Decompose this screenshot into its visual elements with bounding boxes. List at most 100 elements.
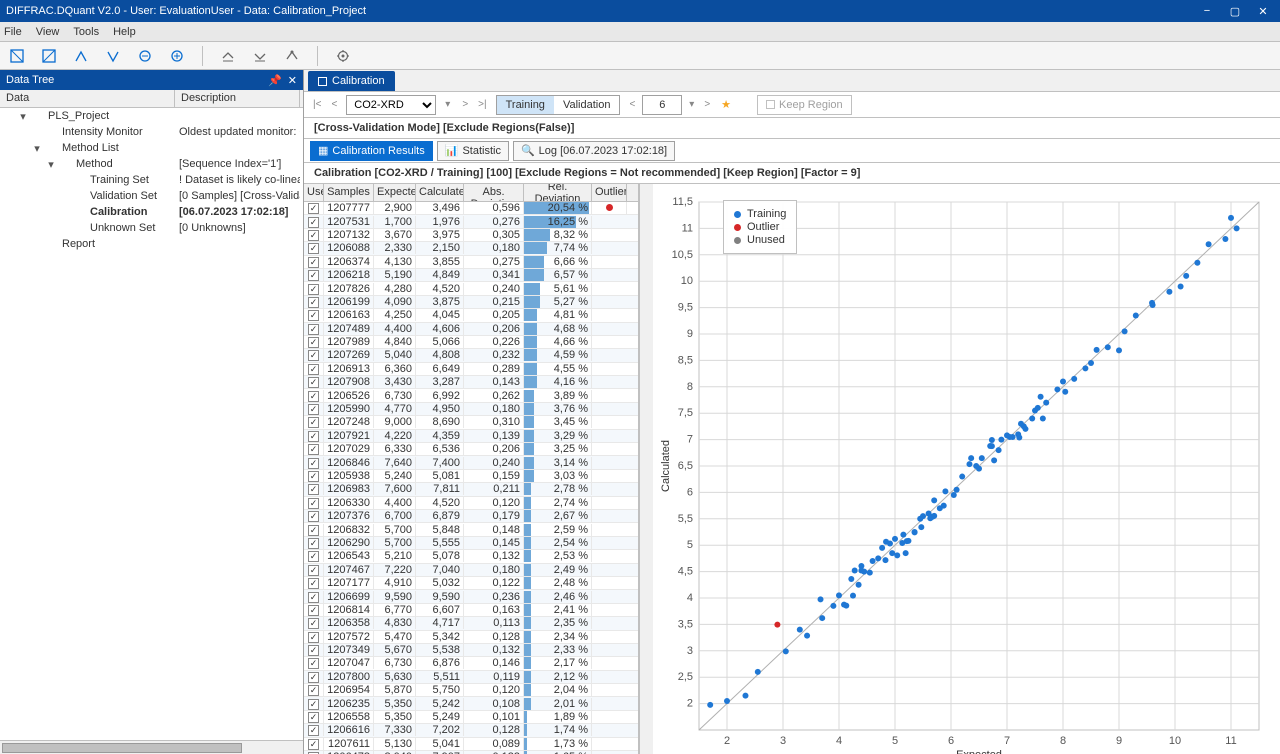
table-row[interactable]: ✓12061634,2504,0450,2054,81 % bbox=[304, 309, 638, 322]
subtab-statistic[interactable]: 📊 Statistic bbox=[437, 141, 509, 161]
menu-tools[interactable]: Tools bbox=[73, 26, 99, 38]
tree-row[interactable]: Training Set! Dataset is likely co-linea… bbox=[0, 172, 303, 188]
tree-row[interactable]: Unknown Set[0 Unknowns] bbox=[0, 220, 303, 236]
tree-row[interactable]: Intensity MonitorOldest updated monitor:… bbox=[0, 124, 303, 140]
factor-value[interactable]: 6 bbox=[642, 95, 682, 115]
svg-text:11: 11 bbox=[682, 222, 693, 234]
nav-first[interactable]: |< bbox=[310, 99, 324, 110]
table-row[interactable]: ✓12074894,4004,6060,2064,68 % bbox=[304, 323, 638, 336]
nav-prev[interactable]: < bbox=[328, 99, 340, 110]
tool-icon-1[interactable] bbox=[6, 45, 28, 67]
tool-icon-8[interactable] bbox=[249, 45, 271, 67]
table-row[interactable]: ✓12069837,6007,8110,2112,78 % bbox=[304, 483, 638, 496]
tab-calibration[interactable]: Calibration bbox=[308, 71, 395, 91]
tree-row[interactable]: ▾Method[Sequence Index='1'] bbox=[0, 156, 303, 172]
table-row[interactable]: ✓12062185,1904,8490,3416,57 % bbox=[304, 269, 638, 282]
hscrollbar[interactable] bbox=[0, 740, 303, 754]
table-row[interactable]: ✓12065585,3505,2490,1011,89 % bbox=[304, 711, 638, 724]
table-vscrollbar[interactable] bbox=[639, 184, 653, 754]
table-row[interactable]: ✓12072695,0404,8080,2324,59 % bbox=[304, 349, 638, 362]
table-row[interactable]: ✓12073766,7006,8790,1792,67 % bbox=[304, 510, 638, 523]
svg-text:8,5: 8,5 bbox=[678, 354, 693, 366]
table-row[interactable]: ✓12070476,7306,8760,1462,17 % bbox=[304, 657, 638, 670]
close-button[interactable]: ✕ bbox=[1250, 2, 1276, 20]
subtab-results[interactable]: ▦ Calibration Results bbox=[310, 141, 433, 161]
seg-validation[interactable]: Validation bbox=[554, 96, 620, 114]
table-row[interactable]: ✓12069136,3606,6490,2894,55 % bbox=[304, 363, 638, 376]
menu-help[interactable]: Help bbox=[113, 26, 136, 38]
tool-icon-3[interactable] bbox=[70, 45, 92, 67]
table-row[interactable]: ✓12076115,1305,0410,0891,73 % bbox=[304, 738, 638, 751]
settings-icon[interactable] bbox=[332, 45, 354, 67]
table-row[interactable]: ✓12075725,4705,3420,1282,34 % bbox=[304, 631, 638, 644]
table-row[interactable]: ✓12079214,2204,3590,1393,29 % bbox=[304, 430, 638, 443]
table-row[interactable]: ✓12059904,7704,9500,1803,76 % bbox=[304, 403, 638, 416]
tool-icon-2[interactable] bbox=[38, 45, 60, 67]
table-row[interactable]: ✓12075311,7001,9760,27616,25 % bbox=[304, 215, 638, 228]
svg-text:4,5: 4,5 bbox=[678, 566, 693, 578]
factor-dropdown[interactable]: ▾ bbox=[686, 99, 697, 110]
table-row[interactable]: ✓12068146,7706,6070,1632,41 % bbox=[304, 604, 638, 617]
compound-select[interactable]: CO2-XRD bbox=[346, 95, 436, 115]
favorite-icon[interactable]: ★ bbox=[719, 98, 733, 111]
tree-row[interactable]: ▾PLS_Project bbox=[0, 108, 303, 124]
tree-row[interactable]: Calibration[06.07.2023 17:02:18] bbox=[0, 204, 303, 220]
table-row[interactable]: ✓12072489,0008,6900,3103,45 % bbox=[304, 416, 638, 429]
factor-prev[interactable]: < bbox=[626, 99, 638, 110]
separator bbox=[202, 46, 203, 66]
col-description[interactable]: Description bbox=[175, 90, 300, 107]
table-row[interactable]: ✓12059385,2405,0810,1593,03 % bbox=[304, 470, 638, 483]
tool-icon-7[interactable] bbox=[217, 45, 239, 67]
table-row[interactable]: ✓12071774,9105,0320,1222,48 % bbox=[304, 577, 638, 590]
table-row[interactable]: ✓12060882,3302,1500,1807,74 % bbox=[304, 242, 638, 255]
table-row[interactable]: ✓12066999,5909,5900,2362,46 % bbox=[304, 590, 638, 603]
table-row[interactable]: ✓12070296,3306,5360,2063,25 % bbox=[304, 443, 638, 456]
table-row[interactable]: ✓12062905,7005,5550,1452,54 % bbox=[304, 537, 638, 550]
panel-close-icon[interactable]: ✕ bbox=[288, 74, 297, 87]
svg-text:Calculated: Calculated bbox=[660, 440, 672, 492]
table-row[interactable]: ✓12073495,6705,5380,1322,33 % bbox=[304, 644, 638, 657]
table-row[interactable]: ✓12065435,2105,0780,1322,53 % bbox=[304, 550, 638, 563]
nav-last[interactable]: >| bbox=[475, 99, 489, 110]
seg-training[interactable]: Training bbox=[497, 96, 554, 114]
document-tabs: Calibration bbox=[304, 70, 1280, 92]
tool-icon-6[interactable] bbox=[166, 45, 188, 67]
table-row[interactable]: ✓12063744,1303,8550,2756,66 % bbox=[304, 256, 638, 269]
table-row[interactable]: ✓12068325,7005,8480,1482,59 % bbox=[304, 523, 638, 536]
table-row[interactable]: ✓12079894,8405,0660,2264,66 % bbox=[304, 336, 638, 349]
table-row[interactable]: ✓12074677,2207,0400,1802,49 % bbox=[304, 564, 638, 577]
factor-next[interactable]: > bbox=[701, 99, 713, 110]
nav-next[interactable]: > bbox=[459, 99, 471, 110]
table-row[interactable]: ✓12068467,6407,4000,2403,14 % bbox=[304, 456, 638, 469]
table-row[interactable]: ✓12063584,8304,7170,1132,35 % bbox=[304, 617, 638, 630]
tree-row[interactable]: Report bbox=[0, 236, 303, 252]
subtab-log[interactable]: 🔍 Log [06.07.2023 17:02:18] bbox=[513, 141, 675, 161]
table-body[interactable]: ✓12077772,9003,4960,59620,54 %✓12075311,… bbox=[304, 202, 638, 754]
tree-columns: Data Description bbox=[0, 90, 303, 108]
tool-icon-4[interactable] bbox=[102, 45, 124, 67]
menu-view[interactable]: View bbox=[36, 26, 60, 38]
maximize-button[interactable]: ▢ bbox=[1222, 2, 1248, 20]
tool-icon-9[interactable] bbox=[281, 45, 303, 67]
compound-dropdown[interactable]: ▾ bbox=[442, 99, 453, 110]
table-row[interactable]: ✓12078005,6305,5110,1192,12 % bbox=[304, 671, 638, 684]
table-row[interactable]: ✓12062355,3505,2420,1082,01 % bbox=[304, 697, 638, 710]
table-row[interactable]: ✓12078264,2804,5200,2405,61 % bbox=[304, 282, 638, 295]
pin-icon[interactable]: 📌 bbox=[268, 74, 282, 87]
table-row[interactable]: ✓12069545,8705,7500,1202,04 % bbox=[304, 684, 638, 697]
table-row[interactable]: ✓12066167,3307,2020,1281,74 % bbox=[304, 724, 638, 737]
tool-icon-5[interactable] bbox=[134, 45, 156, 67]
svg-text:7,5: 7,5 bbox=[678, 407, 693, 419]
menu-file[interactable]: File bbox=[4, 26, 22, 38]
col-data[interactable]: Data bbox=[0, 90, 175, 107]
table-row[interactable]: ✓12079083,4303,2870,1434,16 % bbox=[304, 376, 638, 389]
tree-row[interactable]: Validation Set[0 Samples] [Cross-Validat… bbox=[0, 188, 303, 204]
tree-row[interactable]: ▾Method List bbox=[0, 140, 303, 156]
table-row[interactable]: ✓12063304,4004,5200,1202,74 % bbox=[304, 497, 638, 510]
minimize-button[interactable]: − bbox=[1194, 2, 1220, 20]
table-row[interactable]: ✓12061994,0903,8750,2155,27 % bbox=[304, 296, 638, 309]
table-row[interactable]: ✓12071323,6703,9750,3058,32 % bbox=[304, 229, 638, 242]
table-row[interactable]: ✓12077772,9003,4960,59620,54 % bbox=[304, 202, 638, 215]
svg-text:2: 2 bbox=[687, 698, 693, 710]
table-row[interactable]: ✓12065266,7306,9920,2623,89 % bbox=[304, 389, 638, 402]
